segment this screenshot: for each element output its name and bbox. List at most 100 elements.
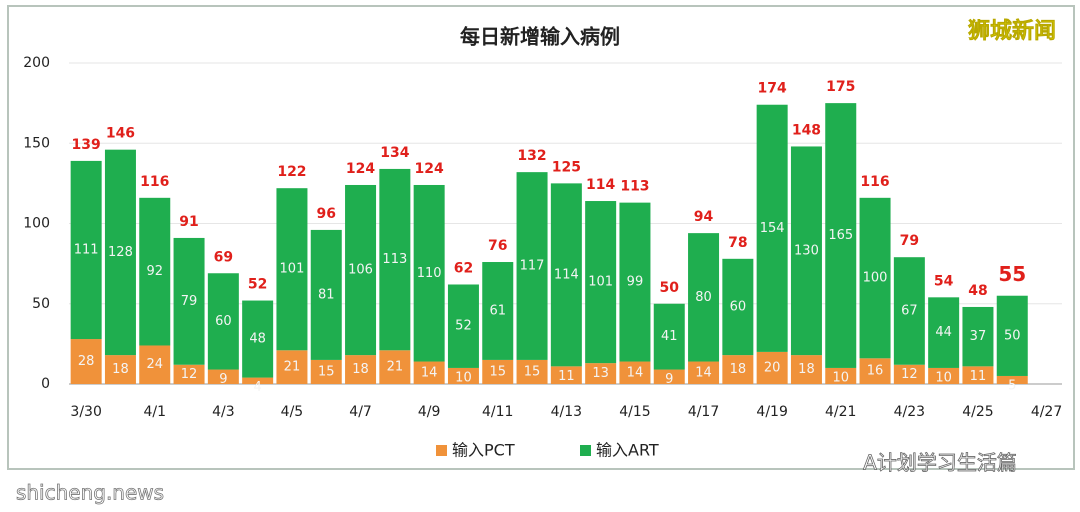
segment-label: 81	[318, 287, 335, 302]
total-label: 124	[415, 161, 444, 177]
watermark: shicheng.news	[16, 481, 164, 505]
bar-segment	[104, 355, 136, 384]
x-tick-label: 3/30	[70, 404, 101, 420]
watermark: 狮城新闻	[968, 18, 1056, 44]
bar-segment	[962, 366, 994, 384]
segment-label: 18	[730, 362, 747, 377]
x-tick-label: 4/25	[962, 404, 993, 420]
bar-segment	[70, 160, 102, 340]
segment-label: 14	[695, 365, 712, 380]
bar-segment	[242, 300, 274, 378]
segment-label: 5	[1008, 378, 1016, 393]
segment-label: 80	[695, 290, 712, 305]
segment-label: 20	[764, 360, 781, 375]
total-label: 124	[346, 161, 375, 177]
segment-label: 16	[867, 364, 884, 379]
total-label: 122	[277, 164, 306, 180]
x-tick-label: 4/11	[482, 404, 513, 420]
bar-segment	[550, 366, 582, 384]
total-label: 50	[660, 280, 680, 296]
bar-segment	[207, 369, 239, 384]
segment-label: 15	[318, 364, 335, 379]
segment-label: 130	[794, 243, 819, 258]
bar-segment	[482, 359, 514, 384]
total-label: 113	[620, 179, 649, 195]
segment-label: 110	[417, 266, 442, 281]
bar-segment	[928, 297, 960, 368]
segment-label: 111	[74, 242, 99, 257]
bar-segment	[139, 197, 171, 346]
total-label: 91	[179, 214, 198, 230]
total-label: 139	[72, 137, 101, 153]
bar-segment	[379, 168, 411, 351]
segment-label: 79	[181, 294, 198, 309]
segment-label: 165	[828, 228, 853, 243]
total-label: 125	[552, 159, 581, 175]
segment-label: 92	[146, 264, 163, 279]
total-label: 146	[106, 126, 135, 142]
total-label: 62	[454, 260, 473, 276]
x-tick-label: 4/3	[212, 404, 235, 420]
bar-segment	[447, 284, 479, 368]
segment-label: 101	[588, 275, 613, 290]
total-label: 132	[517, 148, 546, 164]
bar-segment	[139, 345, 171, 384]
total-label: 96	[317, 206, 336, 222]
segment-label: 15	[524, 364, 541, 379]
bar-segment	[70, 339, 102, 384]
x-tick-label: 4/27	[1031, 404, 1062, 420]
bar-segment	[276, 350, 308, 384]
total-label: 175	[826, 79, 855, 95]
total-label: 76	[488, 238, 507, 254]
x-tick-label: 4/23	[894, 404, 925, 420]
bar-segment	[276, 188, 308, 351]
total-label: 94	[694, 209, 714, 225]
segment-label: 11	[558, 369, 575, 384]
bar-segment	[619, 202, 651, 362]
bar-segment	[928, 367, 960, 384]
legend-swatch	[580, 445, 591, 456]
segment-label: 18	[798, 362, 815, 377]
bar-segment	[585, 201, 617, 364]
bar-segment	[653, 303, 685, 370]
segment-label: 24	[146, 357, 163, 372]
segment-label: 101	[280, 262, 305, 277]
bar-segment	[962, 306, 994, 367]
bar-segment	[722, 258, 754, 356]
bar-segment	[859, 197, 891, 359]
segment-label: 12	[901, 367, 918, 382]
total-label: 54	[934, 273, 954, 289]
y-tick-label: 150	[23, 135, 50, 151]
bar-segment	[585, 363, 617, 384]
bar-segment	[379, 350, 411, 384]
segment-label: 14	[627, 365, 644, 380]
total-label: 114	[586, 177, 615, 193]
segment-label: 128	[108, 245, 133, 260]
total-label: 69	[214, 249, 233, 265]
x-tick-label: 4/7	[349, 404, 372, 420]
segment-label: 10	[935, 370, 952, 385]
segment-label: 52	[455, 319, 472, 334]
x-tick-label: 4/5	[281, 404, 304, 420]
x-tick-label: 4/19	[756, 404, 787, 420]
bar-segment	[688, 233, 720, 362]
bar-segment	[413, 184, 445, 362]
total-label: 78	[728, 235, 747, 251]
total-label: 134	[380, 145, 409, 161]
legend-label: 输入PCT	[452, 441, 515, 460]
bar-segment	[893, 257, 925, 365]
segment-label: 15	[489, 364, 506, 379]
segment-label: 13	[592, 366, 609, 381]
x-tick-label: 4/15	[619, 404, 650, 420]
bar-segment	[996, 375, 1028, 384]
legend-label: 输入ART	[596, 441, 659, 460]
y-tick-label: 100	[23, 216, 50, 232]
bar-segment	[345, 184, 377, 356]
segment-label: 114	[554, 267, 579, 282]
bar-segment	[722, 355, 754, 384]
bar-segment	[345, 355, 377, 384]
x-tick-label: 4/9	[418, 404, 441, 420]
segment-label: 37	[970, 329, 987, 344]
bar-segment	[893, 364, 925, 384]
